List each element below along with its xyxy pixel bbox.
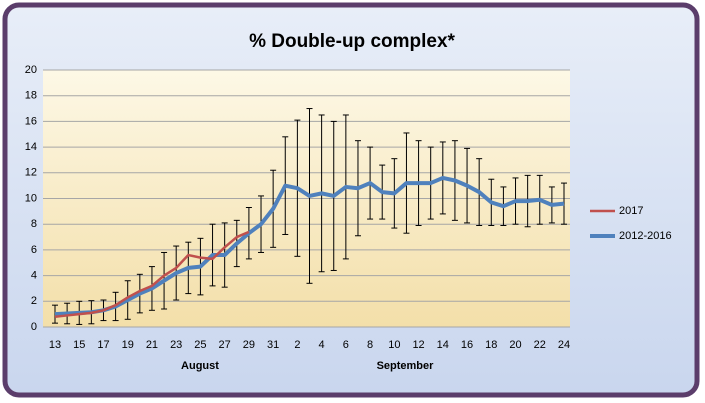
x-tick-label: 23	[170, 339, 182, 351]
x-tick-label: 2	[294, 339, 300, 351]
y-tick-label: 14	[25, 141, 37, 153]
y-tick-label: 10	[25, 192, 37, 204]
x-tick-label: 20	[509, 339, 521, 351]
y-tick-label: 12	[25, 167, 37, 179]
x-tick-label: 17	[97, 339, 109, 351]
x-tick-label: 15	[73, 339, 85, 351]
x-tick-label: 19	[122, 339, 134, 351]
x-tick-label: 27	[219, 339, 231, 351]
y-tick-label: 16	[25, 115, 37, 127]
x-tick-label: 25	[194, 339, 206, 351]
x-tick-label: 31	[267, 339, 279, 351]
x-tick-label: 29	[243, 339, 255, 351]
y-tick-label: 8	[31, 218, 37, 230]
x-tick-label: 18	[485, 339, 497, 351]
series-line	[54, 175, 565, 317]
month-label: September	[377, 360, 435, 372]
y-tick-label: 4	[31, 270, 37, 282]
x-tick-label: 14	[437, 339, 449, 351]
x-tick-label: 21	[146, 339, 158, 351]
y-tick-label: 0	[31, 321, 37, 333]
y-tick-label: 6	[31, 244, 37, 256]
x-tick-label: 13	[49, 339, 61, 351]
y-tick-label: 2	[31, 295, 37, 307]
x-tick-label: 4	[319, 339, 325, 351]
x-tick-label: 22	[534, 339, 546, 351]
chart-title: % Double-up complex*	[249, 31, 455, 52]
y-tick-label: 18	[25, 90, 37, 102]
series-line	[54, 230, 250, 318]
x-tick-label: 10	[388, 339, 400, 351]
x-tick-label: 24	[558, 339, 570, 351]
x-tick-label: 6	[343, 339, 349, 351]
x-tick-label: 8	[367, 339, 373, 351]
month-label: August	[181, 360, 219, 372]
x-tick-label: 16	[461, 339, 473, 351]
y-tick-label: 20	[25, 64, 37, 76]
legend-label: 2012-2016	[619, 230, 672, 242]
legend-label: 2017	[619, 205, 643, 217]
x-tick-label: 12	[412, 339, 424, 351]
